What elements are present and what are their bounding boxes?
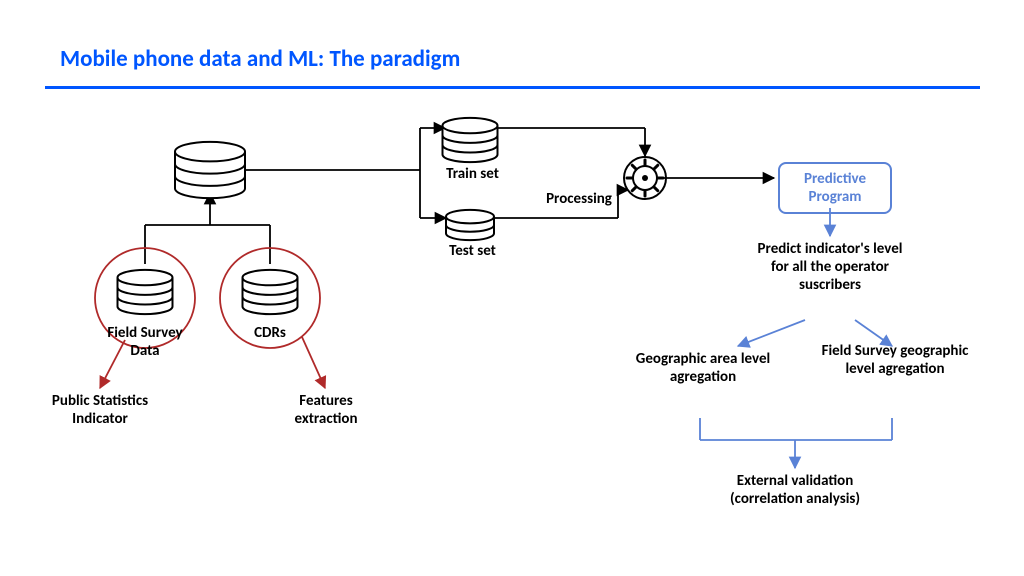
label-geo-area: Geographic area level agregation <box>628 350 778 386</box>
badge-predictive: Predictive Program <box>778 162 892 214</box>
label-features: Features extraction <box>276 392 376 428</box>
label-field-survey: Field Survey Data <box>100 324 190 360</box>
label-train: Train set <box>435 165 510 183</box>
page-title: Mobile phone data and ML: The paradigm <box>60 45 460 73</box>
label-external: External validation (correlation analysi… <box>716 472 874 508</box>
title-rule <box>45 86 980 89</box>
label-field-geo: Field Survey geographic level agregation <box>820 342 970 378</box>
label-processing: Processing <box>536 190 622 208</box>
label-public-stats: Public Statistics Indicator <box>50 392 150 428</box>
label-predict: Predict indicator's level for all the op… <box>755 240 905 294</box>
label-test: Test set <box>435 242 510 260</box>
label-cdrs: CDRs <box>245 324 295 342</box>
